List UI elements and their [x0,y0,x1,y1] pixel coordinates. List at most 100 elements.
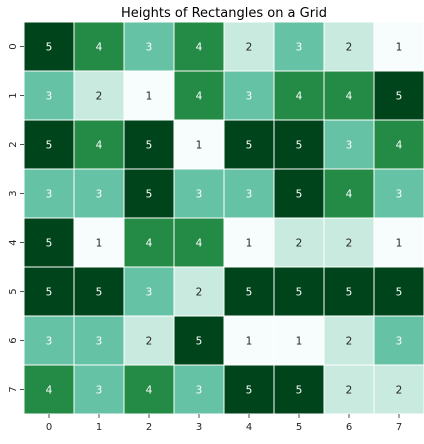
cell-value-label-r1-c1: 2 [96,91,103,103]
cell-value-label-r4-c2: 4 [146,238,153,250]
cell-value-label-r0-c0: 5 [46,42,53,54]
cell-value-label-r3-c4: 3 [246,189,253,201]
cell-value-label-r7-c5: 5 [296,385,303,397]
heatmap-cell-r5-c2 [123,266,175,317]
cell-value-label-r2-c1: 4 [96,140,103,152]
cell-value-label-r4-c1: 1 [96,238,103,250]
cell-value-label-r0-c4: 2 [246,42,253,54]
x-tick-label-5: 5 [296,422,302,433]
heatmap-cell-r1-c6 [323,70,375,121]
heatmap-cell-r3-c5 [273,168,325,219]
heatmap-cell-r6-c3 [173,315,225,366]
heatmap-cell-r6-c5 [273,315,325,366]
cell-value-label-r6-c2: 2 [146,336,153,348]
heatmap-cell-r3-c7 [373,168,424,219]
heatmap-cell-r4-c6 [323,217,375,268]
heatmap-cell-r5-c4 [223,266,275,317]
heatmap-cell-r1-c2 [123,70,175,121]
heatmap-cell-r6-c1 [73,315,125,366]
heatmap-cell-r2-c3 [173,119,225,170]
cell-value-label-r0-c2: 3 [146,42,153,54]
cell-value-label-r1-c2: 1 [146,91,153,103]
cell-value-label-r7-c7: 2 [396,385,403,397]
heatmap-cell-r5-c0 [23,266,75,317]
cell-value-label-r3-c3: 3 [196,189,203,201]
heatmap-cell-r7-c3 [173,364,225,415]
cell-value-label-r7-c1: 3 [96,385,103,397]
cell-value-label-r2-c0: 5 [46,140,53,152]
heatmap-cell-r1-c1 [73,70,125,121]
x-tick-label-6: 6 [346,422,352,433]
cell-value-label-r1-c6: 4 [346,91,353,103]
heatmap-cells: 5 4 3 4 2 3 2 1 3 2 1 4 3 4 4 5 5 4 5 1 5 5 3 4 3 3 5 3 3 5 4 3 5 1 4 4 1 2 2 1… [23,21,424,415]
heatmap-cell-r5-c3 [173,266,225,317]
y-tick-label-1: 1 [8,92,19,98]
heatmap-cell-r5-c7 [373,266,424,317]
heatmap-cell-r2-c1 [73,119,125,170]
heatmap-cell-r6-c6 [323,315,375,366]
cell-value-label-r5-c5: 5 [296,287,303,299]
cell-value-label-r5-c1: 5 [96,287,103,299]
cell-value-label-r2-c2: 5 [146,140,153,152]
y-tick-label-0: 0 [8,43,19,49]
y-tick-label-5: 5 [8,288,19,294]
x-axis-ticks: 0 1 2 3 4 5 6 7 [46,414,402,433]
cell-value-label-r3-c6: 4 [346,189,353,201]
heatmap-cell-r1-c7 [373,70,424,121]
heatmap-cell-r3-c2 [123,168,175,219]
cell-value-label-r5-c0: 5 [46,287,53,299]
x-tick-label-3: 3 [196,422,202,433]
heatmap-cell-r6-c2 [123,315,175,366]
chart-title: Heights of Rectangles on a Grid [121,6,327,21]
cell-value-label-r0-c3: 4 [196,42,203,54]
y-tick-label-4: 4 [8,239,19,245]
cell-value-label-r4-c3: 4 [196,238,203,250]
x-tick-label-2: 2 [146,422,152,433]
heatmap-cell-r0-c7 [373,21,424,72]
cell-value-label-r6-c1: 3 [96,336,103,348]
heatmap-cell-r7-c7 [373,364,424,415]
heatmap-cell-r6-c4 [223,315,275,366]
x-tick-label-0: 0 [46,422,52,433]
cell-value-label-r3-c7: 3 [396,189,403,201]
cell-value-label-r2-c3: 1 [196,140,203,152]
cell-value-label-r6-c3: 5 [196,336,203,348]
cell-value-label-r3-c0: 3 [46,189,53,201]
heatmap-cell-r2-c4 [223,119,275,170]
heatmap-cell-r2-c2 [123,119,175,170]
cell-value-label-r3-c5: 5 [296,189,303,201]
y-tick-label-7: 7 [8,386,19,392]
cell-value-label-r6-c6: 2 [346,336,353,348]
cell-value-label-r6-c7: 3 [396,336,403,348]
heatmap-cell-r0-c5 [273,21,325,72]
cell-value-label-r2-c4: 5 [246,140,253,152]
cell-value-label-r4-c4: 1 [246,238,253,250]
heatmap-cell-r3-c4 [223,168,275,219]
cell-value-label-r7-c3: 3 [196,385,203,397]
cell-value-label-r1-c4: 3 [246,91,253,103]
cell-value-label-r7-c6: 2 [346,385,353,397]
cell-value-label-r6-c4: 1 [246,336,253,348]
heatmap-cell-r6-c0 [23,315,75,366]
heatmap-cell-r2-c0 [23,119,75,170]
cell-value-label-r5-c4: 5 [246,287,253,299]
heatmap-cell-r7-c5 [273,364,325,415]
cell-value-label-r5-c6: 5 [346,287,353,299]
y-tick-label-3: 3 [8,190,19,196]
cell-value-label-r1-c7: 5 [396,91,403,103]
x-tick-label-4: 4 [246,422,252,433]
heatmap-cell-r0-c1 [73,21,125,72]
cell-value-label-r5-c3: 2 [196,287,203,299]
heatmap-cell-r7-c0 [23,364,75,415]
cell-value-label-r0-c6: 2 [346,42,353,54]
cell-value-label-r6-c0: 3 [46,336,53,348]
heatmap-cell-r0-c0 [23,21,75,72]
heatmap-cell-r4-c7 [373,217,424,268]
cell-value-label-r0-c5: 3 [296,42,303,54]
heatmap-cell-r7-c4 [223,364,275,415]
y-axis-ticks: 0 1 2 3 4 5 6 7 [8,43,24,393]
heatmap-cell-r7-c1 [73,364,125,415]
cell-value-label-r1-c5: 4 [296,91,303,103]
